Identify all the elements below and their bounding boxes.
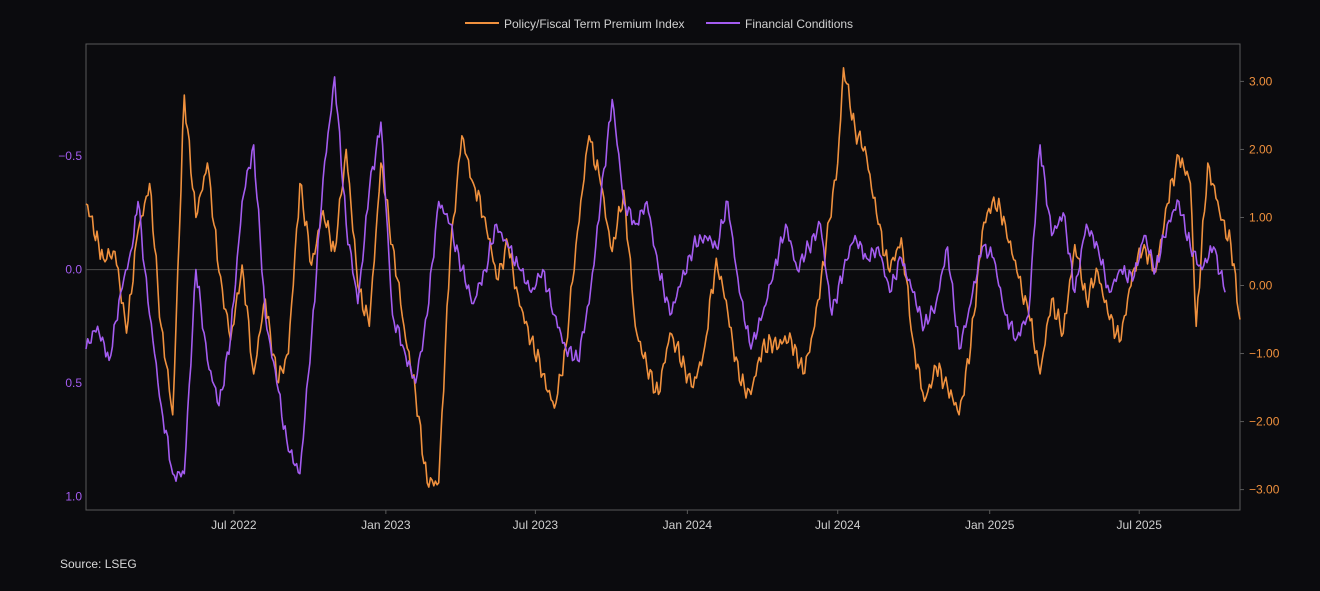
- left-tick-label-0: −0.5: [58, 149, 82, 163]
- right-tick-label-6: −3.00: [1249, 483, 1280, 497]
- legend-label-financial-conditions: Financial Conditions: [745, 17, 853, 31]
- series-line-financial-conditions: [85, 76, 1226, 482]
- left-tick-label-2: 0.5: [65, 376, 82, 390]
- x-tick-label-2: Jul 2023: [513, 518, 559, 532]
- right-tick-label-5: −2.00: [1249, 415, 1280, 429]
- right-tick-label-2: 1.00: [1249, 210, 1273, 224]
- x-tick-label-3: Jan 2024: [663, 518, 713, 532]
- series-line-term-premium: [85, 67, 1241, 488]
- right-tick-label-0: 3.00: [1249, 74, 1273, 88]
- left-axis-ticks: −0.5 0.0 0.5 1.0: [58, 149, 82, 503]
- x-tick-label-5: Jan 2025: [965, 518, 1015, 532]
- x-tick-label-6: Jul 2025: [1117, 518, 1163, 532]
- plot-frame: [85, 43, 1241, 511]
- left-tick-label-3: 1.0: [65, 489, 82, 503]
- x-tick-label-1: Jan 2023: [361, 518, 411, 532]
- source-note: Source: LSEG: [60, 557, 137, 571]
- right-tick-label-1: 2.00: [1249, 142, 1273, 156]
- x-axis-ticks: Jul 2022 Jan 2023 Jul 2023 Jan 2024 Jul 2024…: [211, 510, 1162, 532]
- x-tick-label-4: Jul 2024: [815, 518, 861, 532]
- x-tick-label-0: Jul 2022: [211, 518, 257, 532]
- right-tick-label-3: 0.00: [1249, 279, 1273, 293]
- series-layer: [85, 67, 1241, 488]
- chart-legend[interactable]: Policy/Fiscal Term Premium Index Financi…: [465, 17, 853, 31]
- right-axis-ticks: 3.00 2.00 1.00 0.00 −1.00 −2.00 −3.00: [1240, 74, 1280, 497]
- left-tick-label-1: 0.0: [65, 263, 82, 277]
- right-tick-label-4: −1.00: [1249, 347, 1280, 361]
- legend-label-term-premium: Policy/Fiscal Term Premium Index: [504, 17, 685, 31]
